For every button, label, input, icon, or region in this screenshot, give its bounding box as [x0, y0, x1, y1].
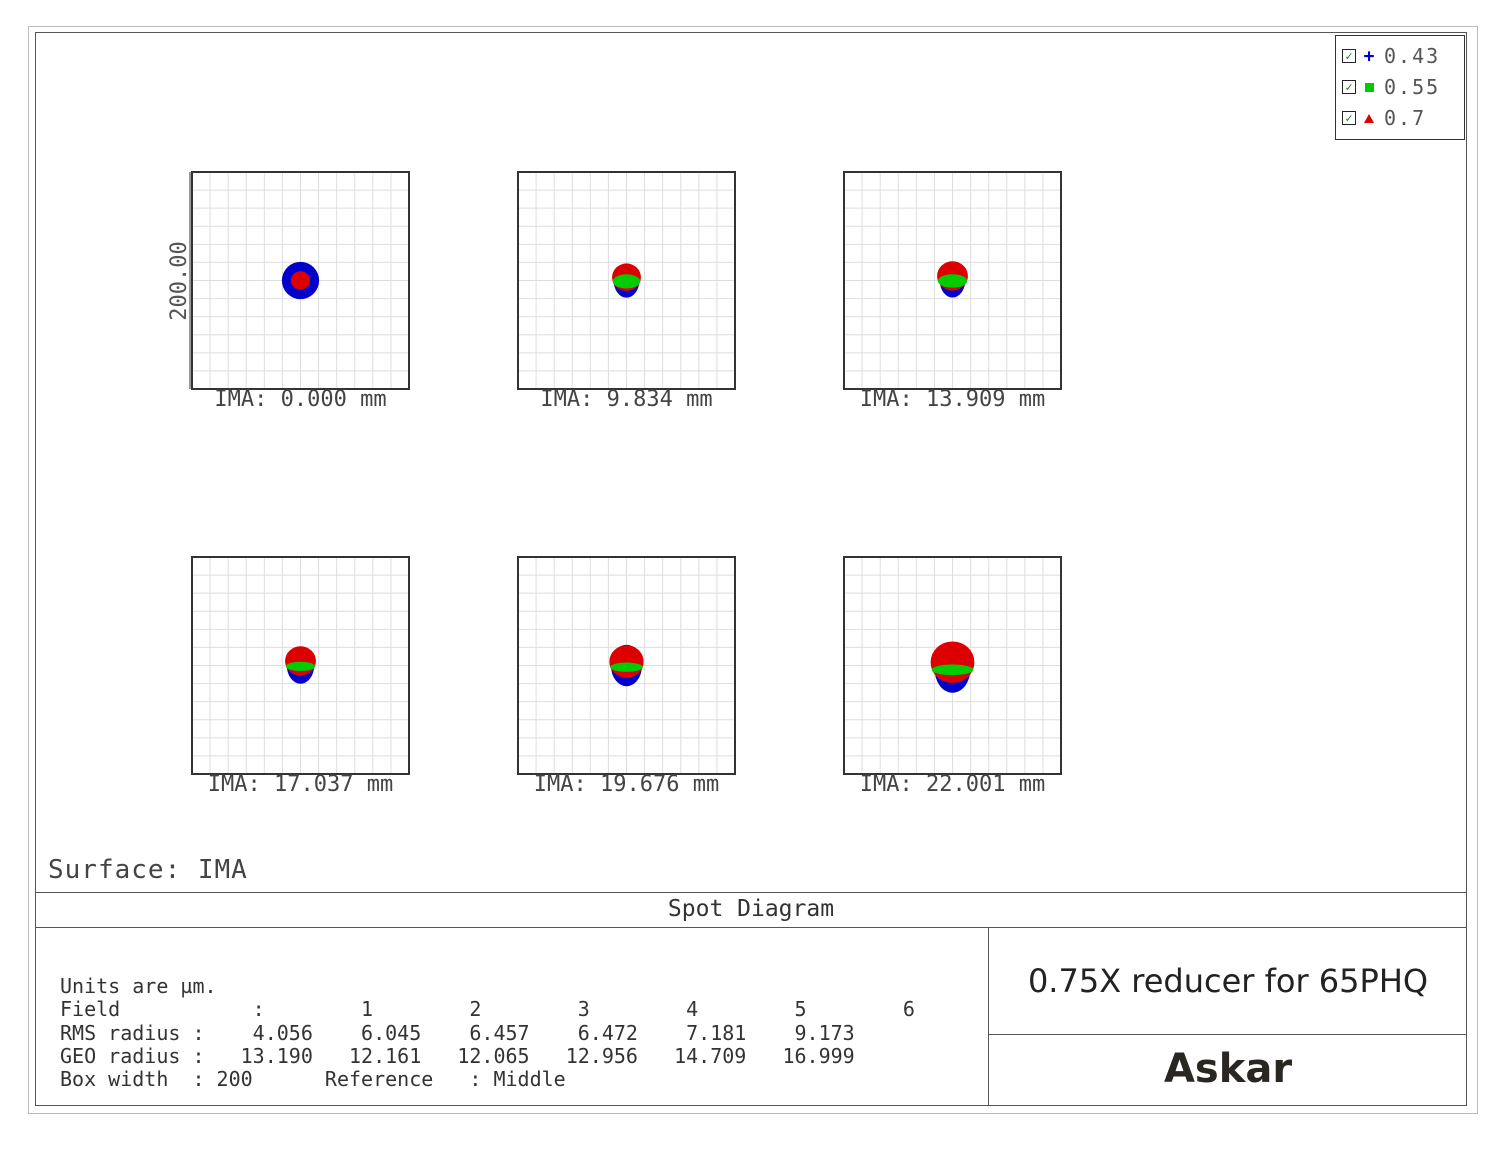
spot-box-5: IMA: 19.676 mm: [517, 556, 736, 797]
rms-row: RMS radius : 4.056 6.045 6.457 6.472 7.1…: [60, 1020, 855, 1045]
plus-marker-icon: +: [1363, 45, 1375, 67]
checkbox-icon[interactable]: ✓: [1342, 49, 1356, 63]
spot-red: [290, 271, 311, 290]
spot-box-6: IMA: 22.001 mm: [843, 556, 1062, 797]
legend-label: 0.43: [1384, 44, 1441, 68]
legend-label: 0.55: [1384, 75, 1441, 99]
spot-green: [931, 664, 974, 676]
triangle-marker-icon: [1362, 113, 1376, 123]
legend-item-055[interactable]: ✓ 0.55: [1342, 74, 1440, 100]
field-label: IMA: 17.037 mm: [208, 772, 393, 797]
field-label: IMA: 9.834 mm: [540, 387, 712, 412]
scale-label: 200.00: [167, 241, 192, 320]
square-marker-icon: [1362, 82, 1376, 92]
diagram-title: Spot Diagram: [667, 896, 835, 922]
plot-frame: [35, 32, 1467, 1106]
spot-box-1: IMA: 0.000 mm: [191, 171, 410, 412]
field-label: IMA: 19.676 mm: [534, 772, 719, 797]
legend: ✓ + 0.43 ✓ 0.55 ✓ 0.7: [1335, 35, 1465, 140]
spot-green: [610, 662, 643, 672]
spot-green: [612, 274, 641, 289]
geo-row: GEO radius : 13.190 12.161 12.065 12.956…: [60, 1043, 855, 1068]
checkbox-icon[interactable]: ✓: [1342, 111, 1356, 125]
field-label: IMA: 0.000 mm: [214, 387, 386, 412]
divider: [988, 927, 989, 1106]
checkbox-icon[interactable]: ✓: [1342, 80, 1356, 94]
spot-red: [930, 641, 975, 684]
divider: [35, 892, 1467, 893]
divider: [35, 927, 1467, 928]
box-row: Box width : 200 Reference : Middle: [60, 1067, 566, 1092]
legend-item-07[interactable]: ✓ 0.7: [1342, 105, 1426, 131]
field-label: IMA: 22.001 mm: [860, 772, 1045, 797]
field-label: IMA: 13.909 mm: [860, 387, 1045, 412]
field-row: Field : 1 2 3 4 5 6: [60, 997, 915, 1022]
legend-item-043[interactable]: ✓ + 0.43: [1342, 43, 1440, 69]
spot-red: [285, 646, 316, 676]
units-line: Units are µm.: [60, 974, 217, 998]
spot-box-4: IMA: 17.037 mm: [191, 556, 410, 797]
askar-logo: Askar: [1163, 1046, 1293, 1092]
legend-label: 0.7: [1384, 106, 1427, 130]
spot-green: [937, 274, 968, 288]
spot-box-2: IMA: 9.834 mm: [517, 171, 736, 412]
spot-green: [285, 661, 316, 672]
stats-table: Units are µm. Field : 1 2 3 4 5 6 RMS radi…: [60, 974, 915, 1092]
divider: [988, 1034, 1467, 1035]
lens-title: 0.75X reducer for 65PHQ: [1027, 962, 1429, 1000]
surface-label: Surface: IMA: [48, 855, 248, 885]
spot-box-3: IMA: 13.909 mm: [843, 171, 1062, 412]
outer-border: [28, 26, 1478, 1114]
spot-red: [609, 645, 644, 678]
